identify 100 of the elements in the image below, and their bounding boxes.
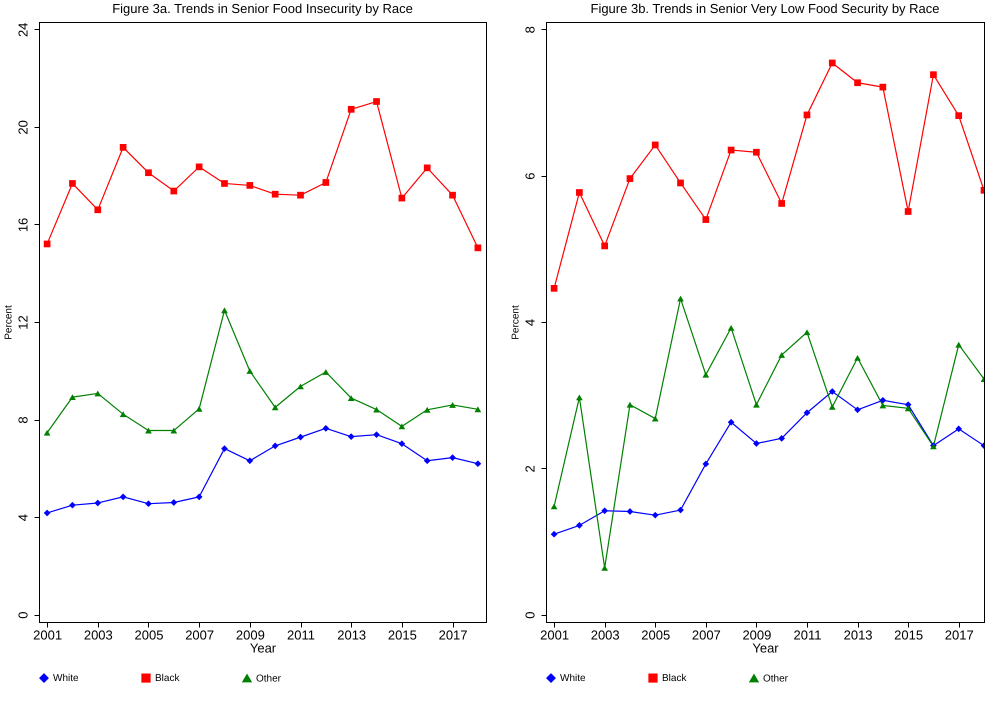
y-axis-title: Percent [510,305,522,340]
point [196,406,203,412]
point [322,424,330,432]
point [626,175,634,182]
x-tick-label: 2011 [287,628,315,642]
point [69,502,76,509]
point [955,342,962,348]
point [778,200,786,207]
chart-title: Figure 3a. Trends in Senior Food Insecurity by Race [112,1,413,16]
legend-label: Other [256,673,282,684]
legend-label: Other [763,673,789,684]
y-tick-label: 12 [16,315,30,330]
point [702,460,710,468]
point [424,406,431,413]
point [601,242,608,250]
point [702,372,710,378]
x-tick-label: 2009 [742,628,772,642]
point [702,216,710,223]
point [753,402,760,408]
point [677,296,684,302]
point [753,148,760,156]
point [373,431,380,438]
point [373,406,380,412]
x-tick-label: 2011 [793,628,822,642]
legend-label: White [53,673,79,684]
point [550,530,558,538]
point [221,445,228,452]
x-tick-label: 2001 [540,628,570,642]
point [804,112,810,118]
point [272,190,279,198]
point [955,112,962,120]
y-tick-label: 2 [522,465,538,472]
point [728,418,734,426]
y-tick-label: 4 [16,514,30,522]
point [196,164,203,170]
x-tick-label: 2007 [185,628,214,642]
point [904,208,912,215]
point [196,494,203,500]
x-tick-label: 2007 [692,628,721,642]
point [449,192,456,199]
point [272,442,279,450]
x-tick-label: 2015 [894,628,924,642]
point [398,423,406,430]
point [778,352,786,358]
point [69,180,76,187]
point [576,522,583,529]
point [424,164,431,172]
x-tick-label: 2003 [84,628,113,642]
point [677,180,684,186]
x-tick-label: 2015 [388,628,417,642]
chart-title: Figure 3b. Trends in Senior Very Low Food Security by Race [590,1,940,16]
point [550,284,558,292]
x-tick-label: 2003 [590,628,620,642]
point [94,390,102,396]
point [474,244,482,252]
legend-label: White [560,673,586,684]
y-tick-label: 0 [522,612,538,619]
point [955,425,962,432]
point [828,60,836,66]
point [424,457,431,464]
x-axis-title: Year [250,640,277,656]
point [145,428,152,434]
x-tick-label: 2013 [337,628,366,642]
point [221,307,228,314]
point [601,507,608,514]
x-tick-label: 2017 [944,628,974,642]
point [854,79,861,86]
point [728,324,734,331]
point [120,494,126,500]
point [348,106,355,113]
point [145,169,152,176]
point [120,411,126,418]
point [44,510,50,516]
point [804,409,810,416]
point [373,98,380,105]
point [828,388,836,395]
y-tick-label: 20 [16,120,30,135]
point [854,354,861,361]
point [652,142,659,148]
x-axis-title: Year [752,640,780,656]
y-axis-title: Percent [4,305,14,340]
point [221,180,228,187]
x-tick-label: 2001 [33,628,62,642]
point [170,499,178,506]
point [322,369,330,375]
point [652,416,659,422]
y-tick-label: 24 [16,22,30,38]
point [677,506,684,514]
point [69,394,76,400]
y-tick-label: 8 [16,416,30,424]
point [449,402,456,408]
point [474,460,482,468]
point [828,404,836,410]
point [94,500,102,506]
point [879,396,886,404]
x-tick-label: 2013 [844,628,873,642]
y-tick-label: 0 [16,612,30,619]
point [778,434,786,442]
point [297,192,304,199]
x-tick-label: 2005 [134,628,164,642]
